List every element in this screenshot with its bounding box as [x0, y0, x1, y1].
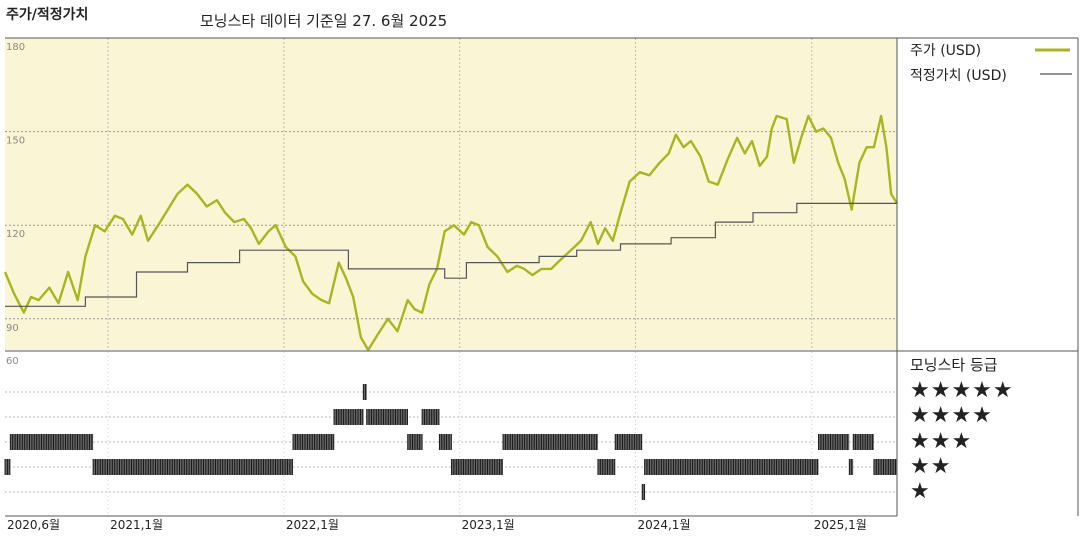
- rating-band: [439, 434, 452, 450]
- rating-band: [293, 434, 334, 450]
- rating-band: [422, 409, 440, 425]
- y-tick-label: 90: [6, 323, 19, 334]
- data-date-subtitle: 모닝스타 데이터 기준일 27. 6월 2025: [200, 12, 448, 30]
- y-tick-label: 180: [6, 42, 25, 53]
- x-tick-label: 2020,6월: [7, 518, 60, 532]
- star-row-1: ★: [910, 479, 931, 504]
- x-tick-label: 2025,1월: [814, 518, 867, 532]
- rating-band: [853, 434, 874, 450]
- rating-band: [366, 409, 408, 425]
- fair-value-series-line: [5, 202, 897, 307]
- star-row-4: ★★★★: [910, 403, 993, 428]
- star-row-3: ★★★: [910, 429, 973, 454]
- rating-band: [642, 484, 645, 500]
- plot-area: [5, 38, 897, 350]
- x-tick-label: 2023,1월: [462, 518, 515, 532]
- star-row-2: ★★: [910, 454, 952, 479]
- legend-fair-label: 적정가치 (USD): [910, 68, 1007, 84]
- rating-band: [818, 434, 850, 450]
- rating-band: [597, 459, 616, 475]
- x-tick-label: 2022,1월: [286, 518, 339, 532]
- y-tick-label: 120: [6, 229, 25, 240]
- x-tick-label: 2024,1월: [637, 518, 690, 532]
- rating-axis-label: 60: [6, 356, 19, 367]
- price-series-line: [3, 114, 899, 352]
- star-row-5: ★★★★★: [910, 378, 1014, 403]
- y-tick-label: 150: [6, 136, 25, 147]
- rating-legend-title: 모닝스타 등급: [910, 356, 998, 374]
- legend-price-label: 주가 (USD): [910, 43, 982, 59]
- rating-band: [93, 459, 293, 475]
- rating-band: [615, 434, 643, 450]
- rating-band: [363, 384, 367, 400]
- x-tick-label: 2021,1월: [110, 518, 163, 532]
- rating-band: [451, 459, 503, 475]
- chart-title: 주가/적정가치: [6, 7, 89, 23]
